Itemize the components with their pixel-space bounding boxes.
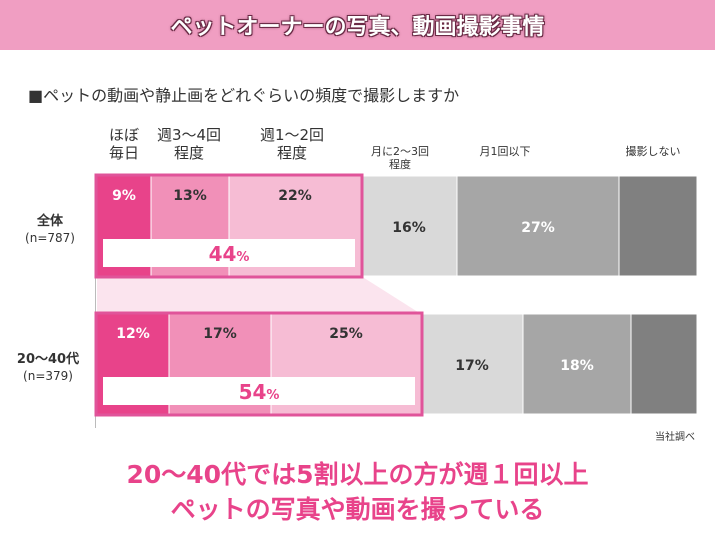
- bar-segment: [522, 313, 632, 415]
- header-daily-line1: ほぼ: [108, 126, 139, 144]
- header-weekly-3-4-line2: 程度: [173, 144, 204, 162]
- header-monthly-2-3: 月に2〜3回 程度: [355, 145, 445, 171]
- weekly-total-label: 44%: [209, 242, 250, 266]
- weekly-highlight-frame: [94, 311, 424, 417]
- value-label: 22%: [278, 188, 312, 204]
- header-weekly-3-4: 週3〜4回 程度: [150, 126, 228, 162]
- value-label: 13%: [173, 188, 207, 204]
- header-never-line1: 撮影しない: [625, 145, 681, 158]
- row-label-all-name: 全体: [36, 214, 63, 229]
- row-label-all: 全体 (n=787): [10, 214, 90, 246]
- source-note: 当社調べ: [655, 432, 695, 443]
- conclusion-line-2: ペットの写真や動画を撮っている: [170, 495, 545, 524]
- bar-segment: [360, 175, 458, 277]
- value-label: 16%: [392, 220, 426, 236]
- bar-segment: [618, 175, 698, 277]
- weekly-total-box: [103, 239, 355, 267]
- value-label: 18%: [560, 358, 594, 374]
- value-label: 9%: [112, 188, 136, 204]
- header-never: 撮影しない: [608, 145, 698, 158]
- conclusion-line-1: 20〜40代では5割以上の方が週１回以上: [126, 460, 589, 489]
- row-label-20-40-name: 20〜40代: [16, 352, 80, 367]
- bar-segment: [630, 313, 698, 415]
- header-weekly-1-2: 週1〜2回 程度: [232, 126, 352, 162]
- header-monthly-1-less-line1: 月1回以下: [479, 145, 531, 158]
- weekly-total-box: [103, 377, 415, 405]
- header-weekly-3-4-line1: 週3〜4回: [156, 126, 222, 144]
- header-monthly-2-3-line1: 月に2〜3回: [371, 145, 429, 158]
- header-daily-line2: 毎日: [108, 144, 139, 162]
- value-label: 17%: [455, 358, 489, 374]
- bar-segment: [420, 313, 524, 415]
- header-monthly-1-less: 月1回以下: [455, 145, 555, 158]
- bar-segment: [456, 175, 620, 277]
- header-weekly-1-2-line1: 週1〜2回: [259, 126, 325, 144]
- axis-line: [95, 178, 96, 428]
- row-label-all-n: (n=787): [25, 230, 75, 245]
- row-label-20-40: 20〜40代 (n=379): [4, 352, 92, 384]
- value-label: 17%: [203, 326, 237, 342]
- row-label-20-40-n: (n=379): [23, 368, 73, 383]
- header-weekly-1-2-line2: 程度: [276, 144, 307, 162]
- weekly-total-label: 54%: [239, 380, 280, 404]
- value-label: 12%: [116, 326, 150, 342]
- header-daily: ほぼ 毎日: [97, 126, 151, 162]
- title-banner: ペットオーナーの写真、動画撮影事情: [0, 0, 715, 50]
- weekly-highlight-frame: [94, 173, 364, 279]
- value-label: 25%: [329, 326, 363, 342]
- banner-title: ペットオーナーの写真、動画撮影事情: [170, 15, 545, 40]
- value-label: 27%: [521, 220, 555, 236]
- highlight-connector: [97, 276, 421, 314]
- survey-question: ■ペットの動画や静止画をどれぐらいの頻度で撮影しますか: [28, 86, 460, 105]
- header-monthly-2-3-line2: 程度: [389, 158, 411, 172]
